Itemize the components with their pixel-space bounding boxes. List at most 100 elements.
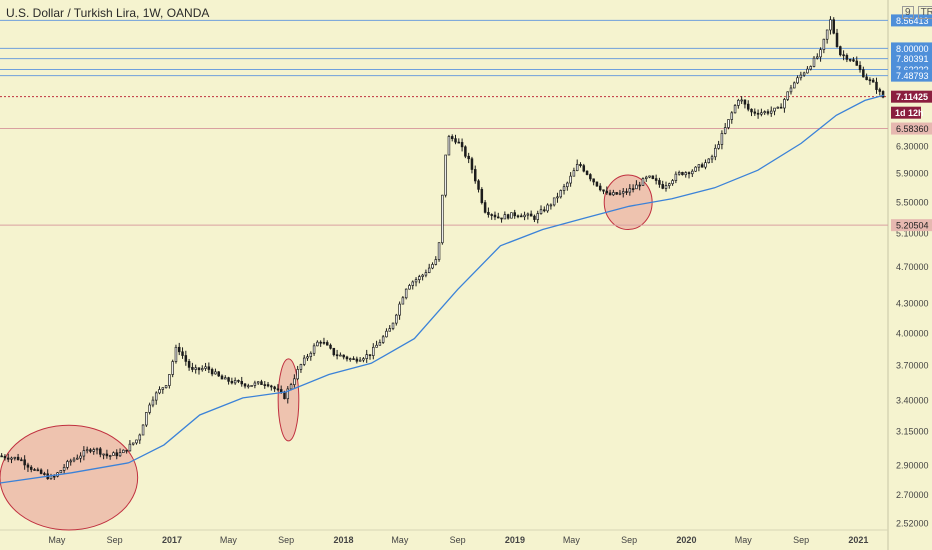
candle-body [493,214,497,218]
candle-body [414,279,418,283]
candle-body [668,183,671,186]
candle-body [210,369,214,375]
candle-body [661,184,664,189]
candle-body [875,81,878,90]
candle-body [36,469,40,472]
candle-body [447,136,451,156]
candle-body [325,342,329,346]
moving-average-line [0,94,884,484]
candle-body [66,461,69,468]
candle-body [421,274,424,277]
candle-body [33,469,36,471]
candle-body [398,303,401,316]
candle-body [184,355,188,362]
candle-body [595,181,599,187]
candle-body [53,475,56,478]
y-tick-label: 4.30000 [896,299,929,309]
candle-body [273,386,276,390]
candle-body [293,378,296,385]
candle-body [237,380,240,382]
candle-body [89,449,92,452]
candle-body [201,368,204,371]
x-tick-label: May [48,535,66,545]
candle-body [312,345,316,354]
x-tick-label: Sep [793,535,809,545]
candle-body [865,76,868,81]
currency-badge[interactable]: 9TRY [898,6,932,19]
candle-body [253,382,257,386]
candle-body [691,170,694,175]
candle-body [677,171,681,175]
candle-body [217,371,220,377]
x-tick-label: 2019 [505,535,525,545]
level-price-tag-0 [891,14,932,27]
candle-body [730,112,734,120]
candle-body [839,46,842,56]
candle-body [845,55,849,60]
candle-body [10,457,13,460]
level-price-tag-7 [891,219,932,232]
candle-body [806,68,809,74]
candle-body [375,344,378,348]
candle-body [329,344,332,349]
candle-body [108,455,112,457]
y-tick-label: 3.40000 [896,395,929,405]
chart-title: U.S. Dollar / Turkish Lira, 1W, OANDA [6,6,210,20]
candle-body [20,459,23,462]
candle-body [743,99,747,105]
candle-body [543,209,546,212]
candle-body [309,352,313,358]
candle-body [16,456,20,461]
level-price-tag-4 [891,69,932,82]
candle-body [135,439,138,444]
level-price-tag-1 [891,42,932,55]
x-tick-label: May [391,535,409,545]
candle-body [608,192,612,196]
candle-body [418,276,421,280]
candle-body [368,354,372,356]
x-tick-label: Sep [450,535,466,545]
candle-body [809,66,812,70]
candle-body [444,154,447,196]
candle-body [82,450,86,457]
candle-body [296,369,299,380]
candle-body [559,190,563,198]
candle-body [322,341,326,344]
candle-body [513,212,516,217]
candle-body [230,380,234,384]
candle-body [720,133,724,145]
candle-body [645,176,648,179]
candle-body [0,455,3,458]
candle-body [227,377,230,382]
candle-body [566,182,569,188]
candle-body [638,184,641,187]
candle-body [605,190,609,194]
candle-body [579,163,582,167]
candle-body [618,192,622,195]
y-tick-label: 2.52000 [896,518,929,528]
candle-body [174,346,178,362]
y-tick-label: 2.70000 [896,490,929,500]
highlight-ellipse-0 [0,424,139,531]
candle-body [829,19,832,31]
candle-body [516,215,520,218]
candle-body [385,330,388,338]
candle-body [247,385,250,388]
candle-body [687,172,691,175]
candle-body [43,473,46,475]
level-price-label-5: 7.11425 [896,92,928,102]
candle-body [658,180,661,185]
candle-body [786,91,789,100]
candle-body [424,272,428,276]
candle-body [26,464,30,468]
candle-body [533,215,536,220]
candle-body [411,281,415,286]
candle-body [473,169,477,182]
candle-body [822,38,826,50]
candle-body [717,144,720,149]
candle-body [243,383,247,387]
candle-body [460,142,464,148]
candle-body [871,79,875,83]
candle-body [812,57,816,67]
candle-body [408,285,411,290]
